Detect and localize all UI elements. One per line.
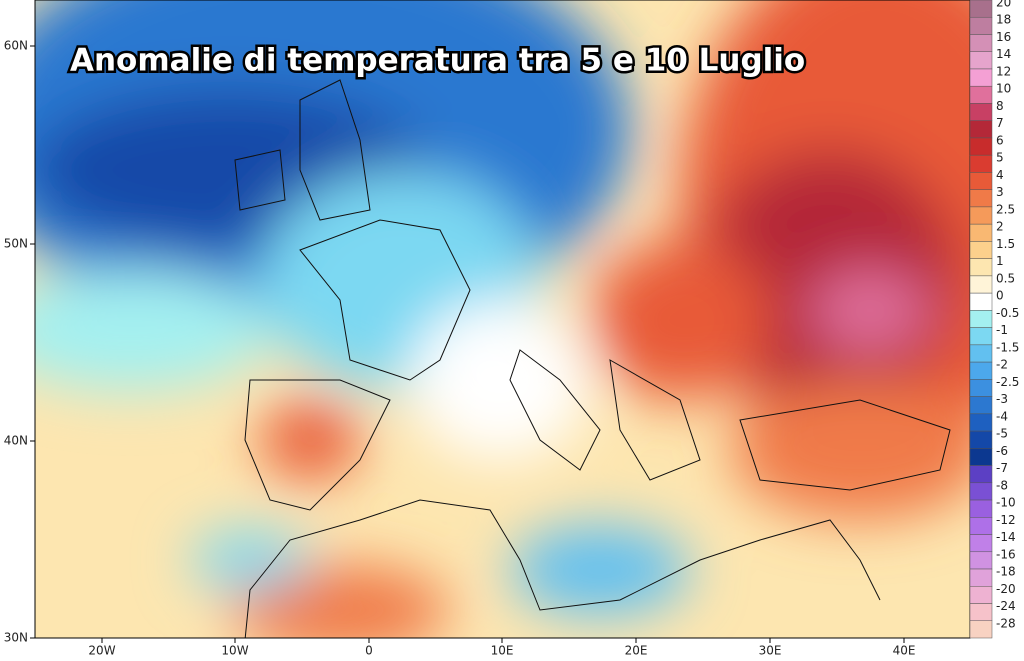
colorbar-cell xyxy=(969,137,993,156)
lon-label: 40E xyxy=(893,644,916,658)
colorbar-cell xyxy=(969,620,993,639)
colorbar-cell xyxy=(969,154,993,173)
colorbar-cell xyxy=(969,327,993,346)
colorbar-cell xyxy=(969,430,993,449)
colorbar-label: -28 xyxy=(996,616,1016,630)
colorbar-label: 8 xyxy=(996,99,1004,113)
colorbar-cell xyxy=(969,16,993,35)
colorbar-label: -20 xyxy=(996,582,1016,596)
colorbar-cell xyxy=(969,310,993,328)
colorbar-cell xyxy=(969,85,993,104)
colorbar-cell xyxy=(969,172,993,190)
colorbar-cell xyxy=(969,379,993,397)
colorbar-label: 0.5 xyxy=(996,271,1015,285)
colorbar-cell xyxy=(969,568,993,587)
colorbar-label: -24 xyxy=(996,599,1016,613)
colorbar-label: 3 xyxy=(996,185,1004,199)
colorbar-label: 7 xyxy=(996,116,1004,130)
lat-label: 40N xyxy=(4,434,28,448)
colorbar-cell xyxy=(969,361,993,380)
colorbar-label: -1 xyxy=(996,323,1008,337)
colorbar-cell xyxy=(969,534,993,553)
colorbar-cell xyxy=(969,292,993,311)
colorbar-label: -2.5 xyxy=(996,375,1019,389)
colorbar-label: 1.5 xyxy=(996,237,1015,251)
colorbar-label: -0.5 xyxy=(996,306,1019,320)
colorbar-cell xyxy=(969,344,993,363)
colorbar-cell xyxy=(969,103,993,121)
colorbar-label: 0 xyxy=(996,289,1004,303)
colorbar-cell xyxy=(969,34,993,52)
colorbar-cell xyxy=(969,465,993,484)
colorbar-cell xyxy=(969,448,993,466)
colorbar-label: 2 xyxy=(996,220,1004,234)
lon-label: 30E xyxy=(759,644,782,658)
lon-label: 10W xyxy=(221,644,248,658)
colorbar-label: -7 xyxy=(996,461,1008,475)
colorbar-label: 2.5 xyxy=(996,202,1015,216)
colorbar-label: 14 xyxy=(996,47,1011,61)
colorbar-cell xyxy=(969,499,993,518)
colorbar-label: -14 xyxy=(996,530,1016,544)
colorbar-cell xyxy=(969,206,993,225)
colorbar-cell xyxy=(969,396,993,415)
lat-label: 30N xyxy=(4,631,28,645)
colorbar-cell xyxy=(969,551,993,570)
colorbar-label: 18 xyxy=(996,13,1011,27)
colorbar-label: -18 xyxy=(996,565,1016,579)
lon-label: 20E xyxy=(625,644,648,658)
colorbar-label: 10 xyxy=(996,82,1011,96)
colorbar-cell xyxy=(969,223,993,242)
colorbar-cell xyxy=(969,275,993,294)
colorbar-label: -12 xyxy=(996,513,1016,527)
colorbar-label: 4 xyxy=(996,168,1004,182)
colorbar-label: -16 xyxy=(996,547,1016,561)
colorbar-label: -1.5 xyxy=(996,340,1019,354)
colorbar-label: 20 xyxy=(996,0,1011,10)
colorbar-cell xyxy=(969,482,993,501)
map-title: Anomalie di temperatura tra 5 e 10 Lugli… xyxy=(70,43,805,79)
colorbar-label: 1 xyxy=(996,254,1004,268)
colorbar-label: -3 xyxy=(996,392,1008,406)
colorbar-cell xyxy=(969,0,993,18)
colorbar-label: 16 xyxy=(996,30,1011,44)
colorbar-cell xyxy=(969,603,993,622)
colorbar-cell xyxy=(969,241,993,259)
lat-label: 50N xyxy=(4,237,28,251)
colorbar-label: 5 xyxy=(996,151,1004,165)
lon-label: 10E xyxy=(491,644,514,658)
colorbar-cell xyxy=(969,120,993,139)
colorbar-cell xyxy=(969,413,993,432)
colorbar-cell xyxy=(969,586,993,604)
colorbar-label: -5 xyxy=(996,427,1008,441)
lon-label: 20W xyxy=(88,644,115,658)
colorbar-label: -10 xyxy=(996,496,1016,510)
colorbar-cell xyxy=(969,189,993,208)
coastlines xyxy=(234,79,951,638)
lon-label: 0 xyxy=(365,644,373,658)
colorbar-cell xyxy=(969,258,993,277)
colorbar-cell xyxy=(969,51,993,70)
lat-label: 60N xyxy=(4,39,28,53)
colorbar-label: -8 xyxy=(996,478,1008,492)
colorbar-label: 6 xyxy=(996,133,1004,147)
colorbar-cell xyxy=(969,68,993,87)
colorbar-cell xyxy=(969,517,993,535)
colorbar-label: -6 xyxy=(996,444,1008,458)
colorbar-label: 12 xyxy=(996,64,1011,78)
colorbar-label: -4 xyxy=(996,409,1008,423)
colorbar-label: -2 xyxy=(996,358,1008,372)
